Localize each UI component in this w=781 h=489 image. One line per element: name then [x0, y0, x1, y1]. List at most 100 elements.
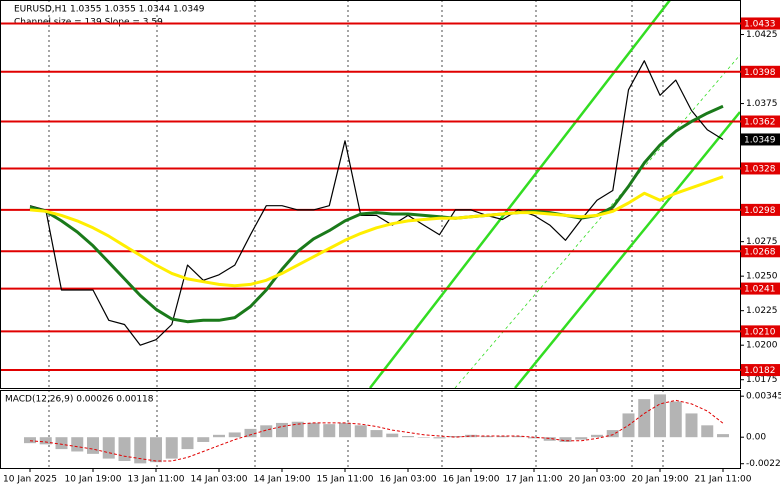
channel-line: [369, 0, 671, 389]
series-line: [29, 60, 724, 346]
channel-mid: [454, 54, 741, 389]
level-label-box: [741, 364, 780, 377]
macd-bar: [150, 437, 162, 463]
x-tick-label: 10 Jan 2025: [3, 475, 57, 485]
series-line: [29, 175, 724, 288]
macd-bar: [24, 437, 36, 444]
series-line: [29, 399, 724, 462]
level-label-box: [741, 65, 780, 78]
x-tick-label: 10 Jan 19:00: [65, 475, 122, 485]
y-tick-label: 0.00: [746, 433, 766, 443]
macd-bar: [165, 437, 178, 459]
x-tick-label: 14 Jan 03:00: [191, 475, 248, 485]
channel-line: [514, 111, 741, 389]
level-label: 1.0210: [744, 327, 776, 337]
macd-bar: [228, 432, 241, 438]
macd-bar: [465, 434, 477, 438]
level-label-box: [741, 203, 780, 216]
series-line: [29, 104, 724, 324]
macd-bar: [55, 437, 68, 450]
y-tick-label: 1.0200: [746, 341, 778, 351]
macd-bar: [512, 436, 525, 438]
macd-bar: [102, 437, 115, 459]
macd-bar: [244, 428, 257, 438]
level-label-box: [741, 162, 780, 175]
x-tick-label: 20 Jan 19:00: [632, 475, 689, 485]
macd-bar: [323, 424, 336, 438]
macd-bar: [339, 422, 351, 438]
macd-bar: [669, 401, 682, 438]
macd-bar: [417, 437, 430, 438]
last-price: 1.0349: [744, 135, 776, 145]
x-tick-label: 21 Jan 11:00: [695, 475, 752, 485]
macd-bar: [307, 422, 320, 438]
y-tick-label: 1.0425: [746, 30, 778, 40]
macd-bar: [575, 437, 588, 440]
macd-bar: [591, 434, 603, 438]
macd-bar: [276, 422, 288, 438]
macd-bar: [449, 436, 462, 438]
level-label: 1.0241: [744, 285, 776, 295]
level-label-box: [741, 17, 780, 30]
level-label-box: [741, 115, 780, 128]
channel: [369, 0, 741, 389]
x-tick-label: 16 Jan 03:00: [380, 475, 437, 485]
x-tick-label: 17 Jan 11:00: [506, 475, 563, 485]
macd-bar: [685, 413, 698, 438]
macd-bar: [559, 437, 572, 442]
x-tick-label: 20 Jan 03:00: [569, 475, 626, 485]
macd-bar: [118, 437, 131, 461]
macd-bar: [433, 437, 446, 439]
macd-bar: [134, 437, 147, 464]
level-label-box: [741, 325, 780, 338]
macd-bar: [39, 437, 52, 445]
macd-bar: [543, 437, 556, 441]
macd-bar: [370, 430, 383, 438]
macd-title: MACD(12,26,9) 0.00026 0.00118: [5, 395, 154, 405]
level-label: 1.0433: [744, 19, 776, 29]
y-tick-label: 1.0375: [746, 99, 778, 109]
level-label: 1.0328: [744, 164, 776, 174]
last-price-box: [741, 133, 780, 146]
level-label: 1.0362: [744, 118, 776, 128]
macd-bar: [496, 436, 509, 438]
macd-bar: [213, 434, 225, 438]
level-label: 1.0398: [744, 68, 776, 78]
macd-bar: [480, 436, 493, 438]
main-frame: [0, 0, 741, 389]
level-label-box: [741, 282, 780, 295]
macd-bar: [197, 437, 210, 442]
macd-bar: [386, 433, 399, 438]
macd-bar: [71, 437, 84, 452]
y-tick-label: 0.00345: [746, 392, 781, 402]
macd-bar: [701, 425, 714, 438]
level-label: 1.0268: [744, 247, 776, 257]
y-tick-label: -0.00223: [746, 459, 781, 469]
macd-bar: [638, 399, 651, 438]
y-tick-label: 1.0175: [746, 375, 778, 385]
x-tick-label: 13 Jan 11:00: [128, 475, 185, 485]
macd-bar: [654, 394, 666, 438]
macd-bar: [291, 421, 304, 438]
y-tick-label: 1.0250: [746, 272, 778, 282]
chart-title: EURUSD,H1 1.0355 1.0355 1.0344 1.0349: [14, 5, 205, 15]
x-tick-label: 14 Jan 19:00: [254, 475, 311, 485]
macd-bar: [606, 430, 619, 438]
macd-bar: [87, 437, 99, 454]
level-label: 1.0182: [744, 366, 776, 376]
macd-bar: [402, 436, 414, 438]
macd-frame: [0, 390, 741, 469]
macd-bar: [260, 425, 273, 438]
y-tick-label: 1.0275: [746, 237, 778, 247]
macd-bar: [354, 425, 367, 438]
y-tick-label: 1.0225: [746, 306, 778, 316]
x-tick-label: 16 Jan 19:00: [443, 475, 500, 485]
macd-bar: [717, 434, 729, 438]
macd-bar: [528, 437, 540, 439]
level-label-box: [741, 245, 780, 258]
x-tick-label: 15 Jan 11:00: [317, 475, 374, 485]
level-label: 1.0298: [744, 206, 776, 216]
macd-bar: [181, 437, 194, 450]
